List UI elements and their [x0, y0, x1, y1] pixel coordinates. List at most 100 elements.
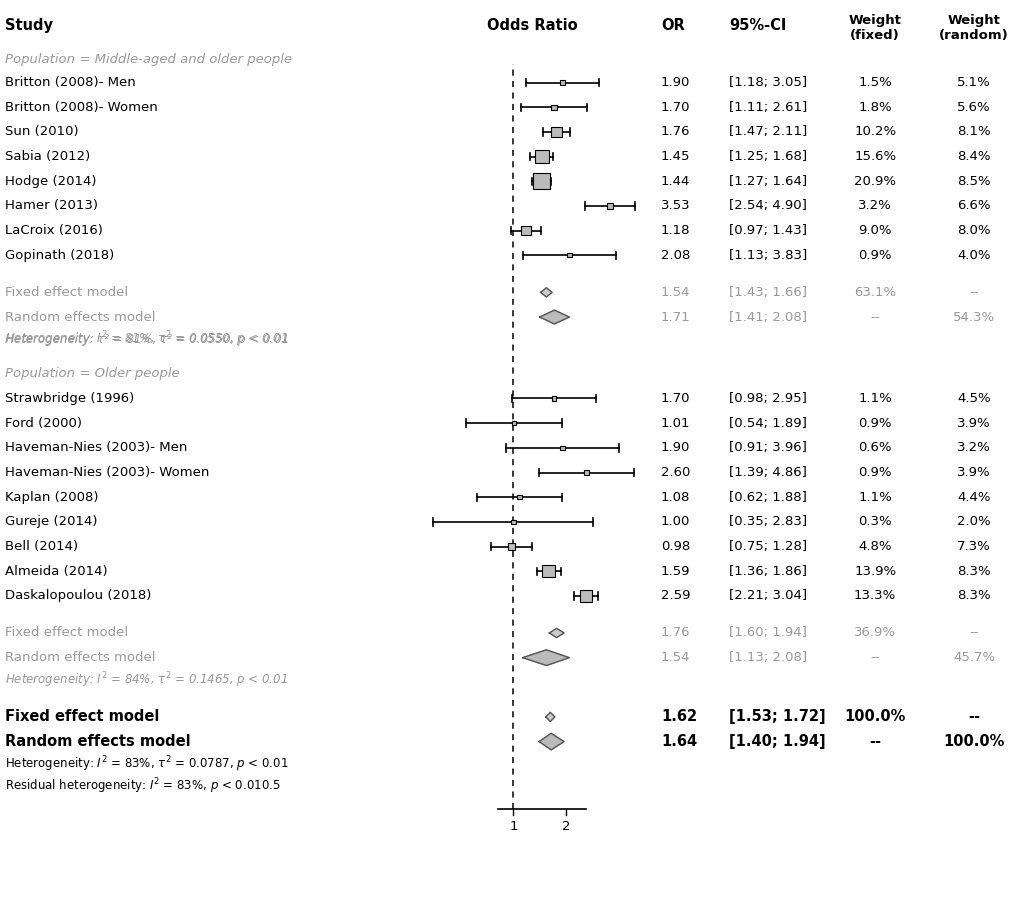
- FancyBboxPatch shape: [584, 471, 588, 474]
- FancyBboxPatch shape: [606, 204, 612, 209]
- Text: [1.25; 1.68]: [1.25; 1.68]: [729, 150, 807, 163]
- Text: Random effects model: Random effects model: [5, 651, 156, 664]
- Text: 0.6%: 0.6%: [858, 441, 891, 454]
- Text: 0.98: 0.98: [660, 540, 690, 554]
- Text: 100.0%: 100.0%: [943, 734, 1004, 749]
- Text: 45.7%: 45.7%: [952, 651, 995, 664]
- Text: 1.90: 1.90: [660, 76, 690, 89]
- Text: Population = Older people: Population = Older people: [5, 367, 179, 380]
- Text: 3.2%: 3.2%: [956, 441, 990, 454]
- Text: [1.47; 2.11]: [1.47; 2.11]: [729, 125, 807, 138]
- Text: 1.62: 1.62: [660, 709, 696, 725]
- Text: 2.08: 2.08: [660, 249, 690, 262]
- Text: 100.0%: 100.0%: [844, 709, 905, 725]
- Text: Study: Study: [5, 18, 53, 33]
- Text: --: --: [868, 734, 880, 749]
- Text: 3.9%: 3.9%: [957, 466, 989, 479]
- Text: 4.0%: 4.0%: [957, 249, 989, 262]
- Text: 4.5%: 4.5%: [957, 392, 989, 405]
- Text: 2.60: 2.60: [660, 466, 690, 479]
- FancyBboxPatch shape: [534, 150, 548, 163]
- Text: 1: 1: [508, 821, 518, 834]
- Text: Haveman-Nies (2003)- Men: Haveman-Nies (2003)- Men: [5, 441, 187, 454]
- Text: [0.62; 1.88]: [0.62; 1.88]: [729, 491, 806, 504]
- Polygon shape: [549, 628, 564, 637]
- Text: Weight: Weight: [848, 14, 901, 27]
- Text: [0.98; 2.95]: [0.98; 2.95]: [729, 392, 806, 405]
- Text: Bell (2014): Bell (2014): [5, 540, 78, 554]
- Text: Hamer (2013): Hamer (2013): [5, 200, 98, 213]
- Polygon shape: [540, 287, 551, 297]
- Text: [0.54; 1.89]: [0.54; 1.89]: [729, 416, 806, 430]
- Polygon shape: [539, 733, 564, 750]
- Text: 1.70: 1.70: [660, 100, 690, 113]
- FancyBboxPatch shape: [532, 173, 549, 189]
- Text: Ford (2000): Ford (2000): [5, 416, 82, 430]
- Text: Heterogeneity: $I^2$ = 81%, $\tau^2$ = 0.0550, $p$ < 0.01: Heterogeneity: $I^2$ = 81%, $\tau^2$ = 0…: [5, 330, 287, 349]
- Text: 1.90: 1.90: [660, 441, 690, 454]
- Text: 15.6%: 15.6%: [853, 150, 896, 163]
- Text: 8.0%: 8.0%: [957, 224, 989, 237]
- Text: 1.1%: 1.1%: [857, 392, 892, 405]
- Text: 3.53: 3.53: [660, 200, 690, 213]
- Text: 3.2%: 3.2%: [857, 200, 892, 213]
- Text: 9.0%: 9.0%: [858, 224, 891, 237]
- Text: [1.39; 4.86]: [1.39; 4.86]: [729, 466, 806, 479]
- Text: --: --: [968, 286, 978, 298]
- FancyBboxPatch shape: [517, 495, 521, 499]
- Text: Residual heterogeneity: $I^2$ = 83%, $p$ < 0.010.5: Residual heterogeneity: $I^2$ = 83%, $p$…: [5, 776, 280, 796]
- Polygon shape: [545, 712, 554, 721]
- Text: 13.9%: 13.9%: [853, 565, 896, 577]
- Text: 8.4%: 8.4%: [957, 150, 989, 163]
- Text: 36.9%: 36.9%: [853, 626, 896, 639]
- Text: 7.3%: 7.3%: [956, 540, 990, 554]
- Text: Fixed effect model: Fixed effect model: [5, 286, 128, 298]
- Text: 0.9%: 0.9%: [858, 249, 891, 262]
- Text: [0.91; 3.96]: [0.91; 3.96]: [729, 441, 806, 454]
- Text: [0.75; 1.28]: [0.75; 1.28]: [729, 540, 807, 554]
- Text: 1.5%: 1.5%: [857, 76, 892, 89]
- Text: 1.00: 1.00: [660, 516, 690, 529]
- Text: 2: 2: [561, 821, 570, 834]
- Text: 1.18: 1.18: [660, 224, 690, 237]
- Text: [1.41; 2.08]: [1.41; 2.08]: [729, 310, 806, 323]
- Text: 1.54: 1.54: [660, 286, 690, 298]
- Text: 95%-CI: 95%-CI: [729, 18, 786, 33]
- FancyBboxPatch shape: [551, 105, 556, 110]
- Text: Fixed effect model: Fixed effect model: [5, 626, 128, 639]
- Text: (random): (random): [938, 29, 1008, 42]
- Text: [0.35; 2.83]: [0.35; 2.83]: [729, 516, 807, 529]
- Text: 5.6%: 5.6%: [957, 100, 989, 113]
- Text: [2.54; 4.90]: [2.54; 4.90]: [729, 200, 806, 213]
- Text: 1.08: 1.08: [660, 491, 690, 504]
- Text: --: --: [869, 310, 879, 323]
- Text: 2.0%: 2.0%: [957, 516, 989, 529]
- Text: [1.27; 1.64]: [1.27; 1.64]: [729, 175, 807, 188]
- Polygon shape: [522, 650, 569, 666]
- Text: 10.2%: 10.2%: [853, 125, 896, 138]
- Text: Sun (2010): Sun (2010): [5, 125, 78, 138]
- FancyBboxPatch shape: [512, 421, 516, 426]
- Text: Britton (2008)- Men: Britton (2008)- Men: [5, 76, 136, 89]
- FancyBboxPatch shape: [521, 227, 531, 235]
- Text: 1.76: 1.76: [660, 626, 690, 639]
- Text: LaCroix (2016): LaCroix (2016): [5, 224, 103, 237]
- Text: [0.97; 1.43]: [0.97; 1.43]: [729, 224, 806, 237]
- Text: [1.13; 2.08]: [1.13; 2.08]: [729, 651, 807, 664]
- Text: --: --: [967, 709, 979, 725]
- Text: 4.8%: 4.8%: [858, 540, 891, 554]
- Text: Almeida (2014): Almeida (2014): [5, 565, 108, 577]
- Text: Random effects model: Random effects model: [5, 310, 156, 323]
- Text: Strawbridge (1996): Strawbridge (1996): [5, 392, 135, 405]
- Text: Kaplan (2008): Kaplan (2008): [5, 491, 99, 504]
- Text: [2.21; 3.04]: [2.21; 3.04]: [729, 589, 807, 602]
- Polygon shape: [539, 310, 569, 324]
- Text: 1.70: 1.70: [660, 392, 690, 405]
- Text: Hodge (2014): Hodge (2014): [5, 175, 97, 188]
- FancyBboxPatch shape: [580, 590, 592, 601]
- Text: Gureje (2014): Gureje (2014): [5, 516, 98, 529]
- FancyBboxPatch shape: [507, 543, 515, 550]
- Text: 8.1%: 8.1%: [957, 125, 989, 138]
- Text: Random effects model: Random effects model: [5, 734, 191, 749]
- Text: 1.45: 1.45: [660, 150, 690, 163]
